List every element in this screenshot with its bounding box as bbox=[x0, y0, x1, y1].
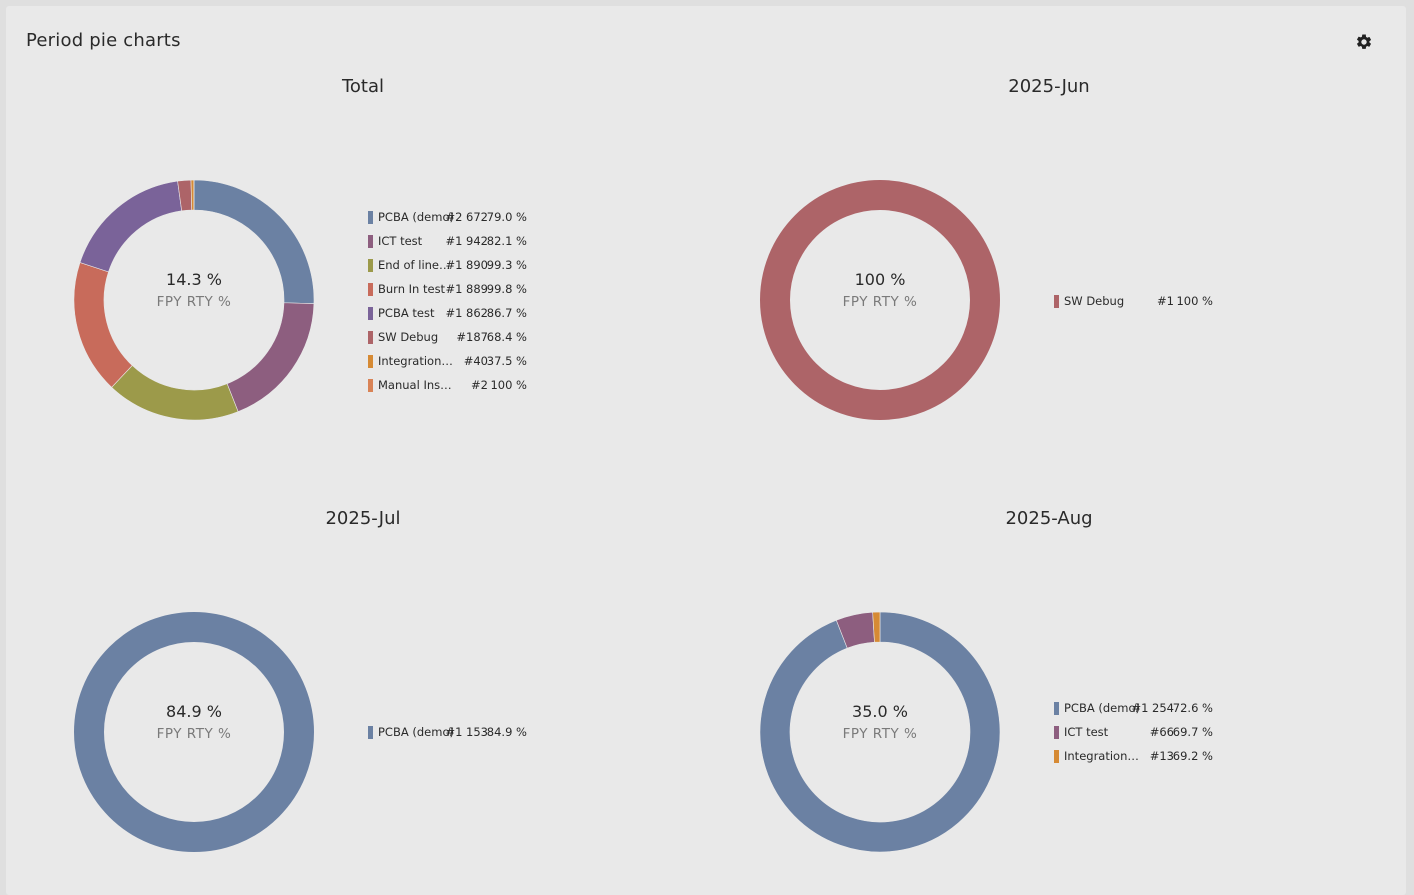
legend-percent: 79.0 % bbox=[486, 210, 527, 224]
legend-count: #1 942 bbox=[445, 234, 488, 248]
gear-icon[interactable] bbox=[1355, 33, 1373, 51]
legend-count: #1 254 bbox=[1131, 701, 1174, 715]
legend-name: Integrationt... bbox=[378, 354, 454, 368]
chart-title: 2025-Jul bbox=[325, 508, 401, 529]
legend-swatch bbox=[368, 379, 373, 392]
legend-swatch bbox=[368, 726, 373, 739]
legend-count: #40 bbox=[463, 354, 488, 368]
legend-count: #1 889 bbox=[445, 282, 488, 296]
pie-slice-0[interactable] bbox=[760, 612, 1000, 852]
legend-swatch bbox=[368, 235, 373, 248]
legend-name: PCBA test bbox=[378, 306, 435, 320]
legend-swatch bbox=[368, 307, 373, 320]
legend-name: End of line test bbox=[378, 258, 454, 272]
legend-name: SW Debug bbox=[1064, 294, 1125, 308]
center-label: FPY RTY % bbox=[842, 294, 918, 310]
legend-percent: 68.4 % bbox=[486, 330, 527, 344]
center-label: FPY RTY % bbox=[156, 294, 232, 310]
legend-percent: 99.8 % bbox=[486, 282, 527, 296]
legend-name: Manual Inspe... bbox=[378, 378, 454, 392]
legend-name: ICT test bbox=[1064, 725, 1109, 739]
legend-percent: 82.1 % bbox=[486, 234, 527, 248]
pie-slice-1[interactable] bbox=[226, 302, 314, 412]
legend-count: #187 bbox=[456, 330, 488, 344]
legend-swatch bbox=[368, 259, 373, 272]
legend-percent: 86.7 % bbox=[486, 306, 527, 320]
legend-count: #1 153 bbox=[445, 725, 488, 739]
legend-swatch bbox=[1054, 750, 1059, 763]
legend-percent: 99.3 % bbox=[486, 258, 527, 272]
legend-swatch bbox=[368, 211, 373, 224]
legend-count: #1 862 bbox=[445, 306, 488, 320]
legend-swatch bbox=[368, 355, 373, 368]
pie-slice-4[interactable] bbox=[79, 180, 183, 273]
legend-count: #13 bbox=[1149, 749, 1174, 763]
donut-chart bbox=[74, 612, 314, 852]
chart-2025-aug: 2025-Aug 35.0 % FPY RTY % PCBA (demo) #1 … bbox=[692, 438, 1378, 868]
legend-name: PCBA (demo) bbox=[1064, 701, 1140, 715]
center-value: 84.9 % bbox=[166, 702, 222, 721]
legend-percent: 100 % bbox=[1176, 294, 1213, 308]
pie-slice-6[interactable] bbox=[190, 180, 195, 211]
legend-swatch bbox=[368, 283, 373, 296]
legend-name: Burn In test bbox=[378, 282, 446, 296]
chart-total: Total 14.3 % FPY RTY % PCBA (demo) #2 672… bbox=[6, 6, 692, 436]
period-pie-charts-panel: Period pie charts Total 14.3 % FPY RTY %… bbox=[6, 6, 1406, 895]
legend-percent: 84.9 % bbox=[486, 725, 527, 739]
legend-swatch bbox=[1054, 726, 1059, 739]
chart-title: Total bbox=[341, 76, 385, 97]
legend-swatch bbox=[1054, 295, 1059, 308]
legend-count: #2 bbox=[471, 378, 488, 392]
center-label: FPY RTY % bbox=[842, 726, 918, 742]
legend-percent: 100 % bbox=[490, 378, 527, 392]
center-value: 14.3 % bbox=[166, 270, 222, 289]
legend-percent: 69.2 % bbox=[1172, 749, 1213, 763]
legend-percent: 37.5 % bbox=[486, 354, 527, 368]
center-label: FPY RTY % bbox=[156, 726, 232, 742]
legend-count: #1 890 bbox=[445, 258, 488, 272]
donut-chart bbox=[74, 180, 314, 420]
legend-name: SW Debug bbox=[378, 330, 439, 344]
chart-title: 2025-Aug bbox=[1005, 508, 1093, 529]
legend-swatch bbox=[368, 331, 373, 344]
legend-percent: 72.6 % bbox=[1172, 701, 1213, 715]
legend-count: #66 bbox=[1149, 725, 1174, 739]
legend-name: ICT test bbox=[378, 234, 423, 248]
center-value: 100 % bbox=[854, 270, 906, 289]
pie-slice-0[interactable] bbox=[760, 180, 1000, 420]
pie-slice-2[interactable] bbox=[872, 612, 881, 643]
donut-chart bbox=[760, 180, 1000, 420]
panel-title: Period pie charts bbox=[26, 30, 181, 51]
legend-percent: 69.7 % bbox=[1172, 725, 1213, 739]
chart-2025-jul: 2025-Jul 84.9 % FPY RTY % PCBA (demo) #1 … bbox=[6, 438, 692, 868]
legend-count: #2 672 bbox=[445, 210, 488, 224]
legend-name: PCBA (demo) bbox=[378, 210, 454, 224]
chart-title: 2025-Jun bbox=[1008, 76, 1090, 97]
donut-chart bbox=[760, 612, 1000, 852]
chart-2025-jun: 2025-Jun 100 % FPY RTY % SW Debug #1 100 % bbox=[692, 6, 1378, 436]
pie-slice-0[interactable] bbox=[74, 612, 314, 852]
legend-swatch bbox=[1054, 702, 1059, 715]
center-value: 35.0 % bbox=[852, 702, 908, 721]
pie-slice-2[interactable] bbox=[111, 365, 239, 420]
legend-name: Integrationt... bbox=[1064, 749, 1140, 763]
legend-count: #1 bbox=[1157, 294, 1174, 308]
legend-name: PCBA (demo) bbox=[378, 725, 454, 739]
